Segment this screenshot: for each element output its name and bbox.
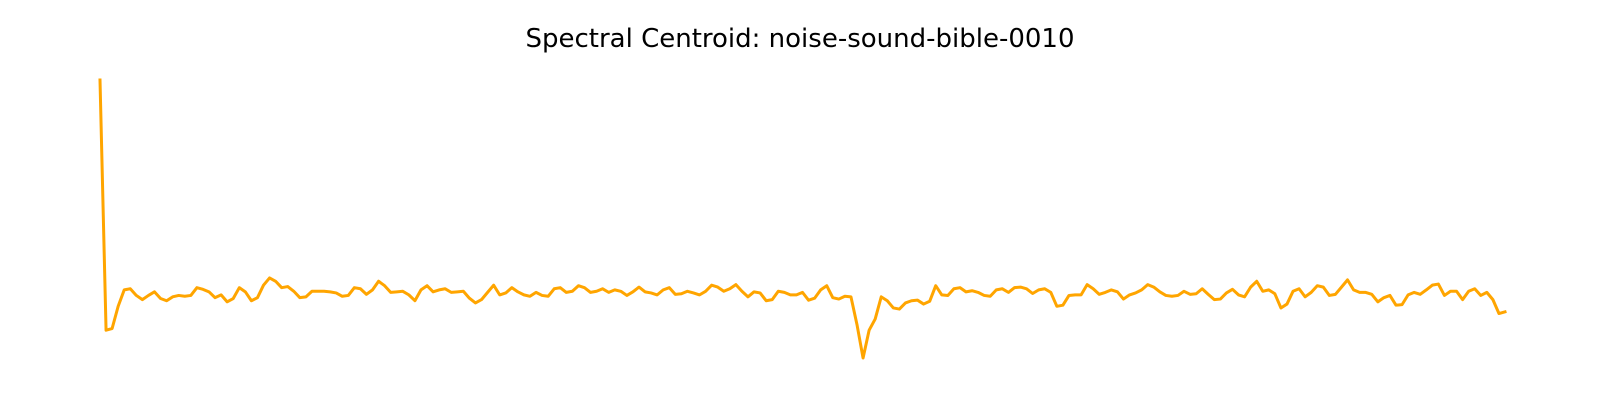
spectral-centroid-line [98, 78, 1507, 360]
series-group [98, 78, 1507, 360]
chart-title: Spectral Centroid: noise-sound-bible-001… [525, 24, 1075, 54]
